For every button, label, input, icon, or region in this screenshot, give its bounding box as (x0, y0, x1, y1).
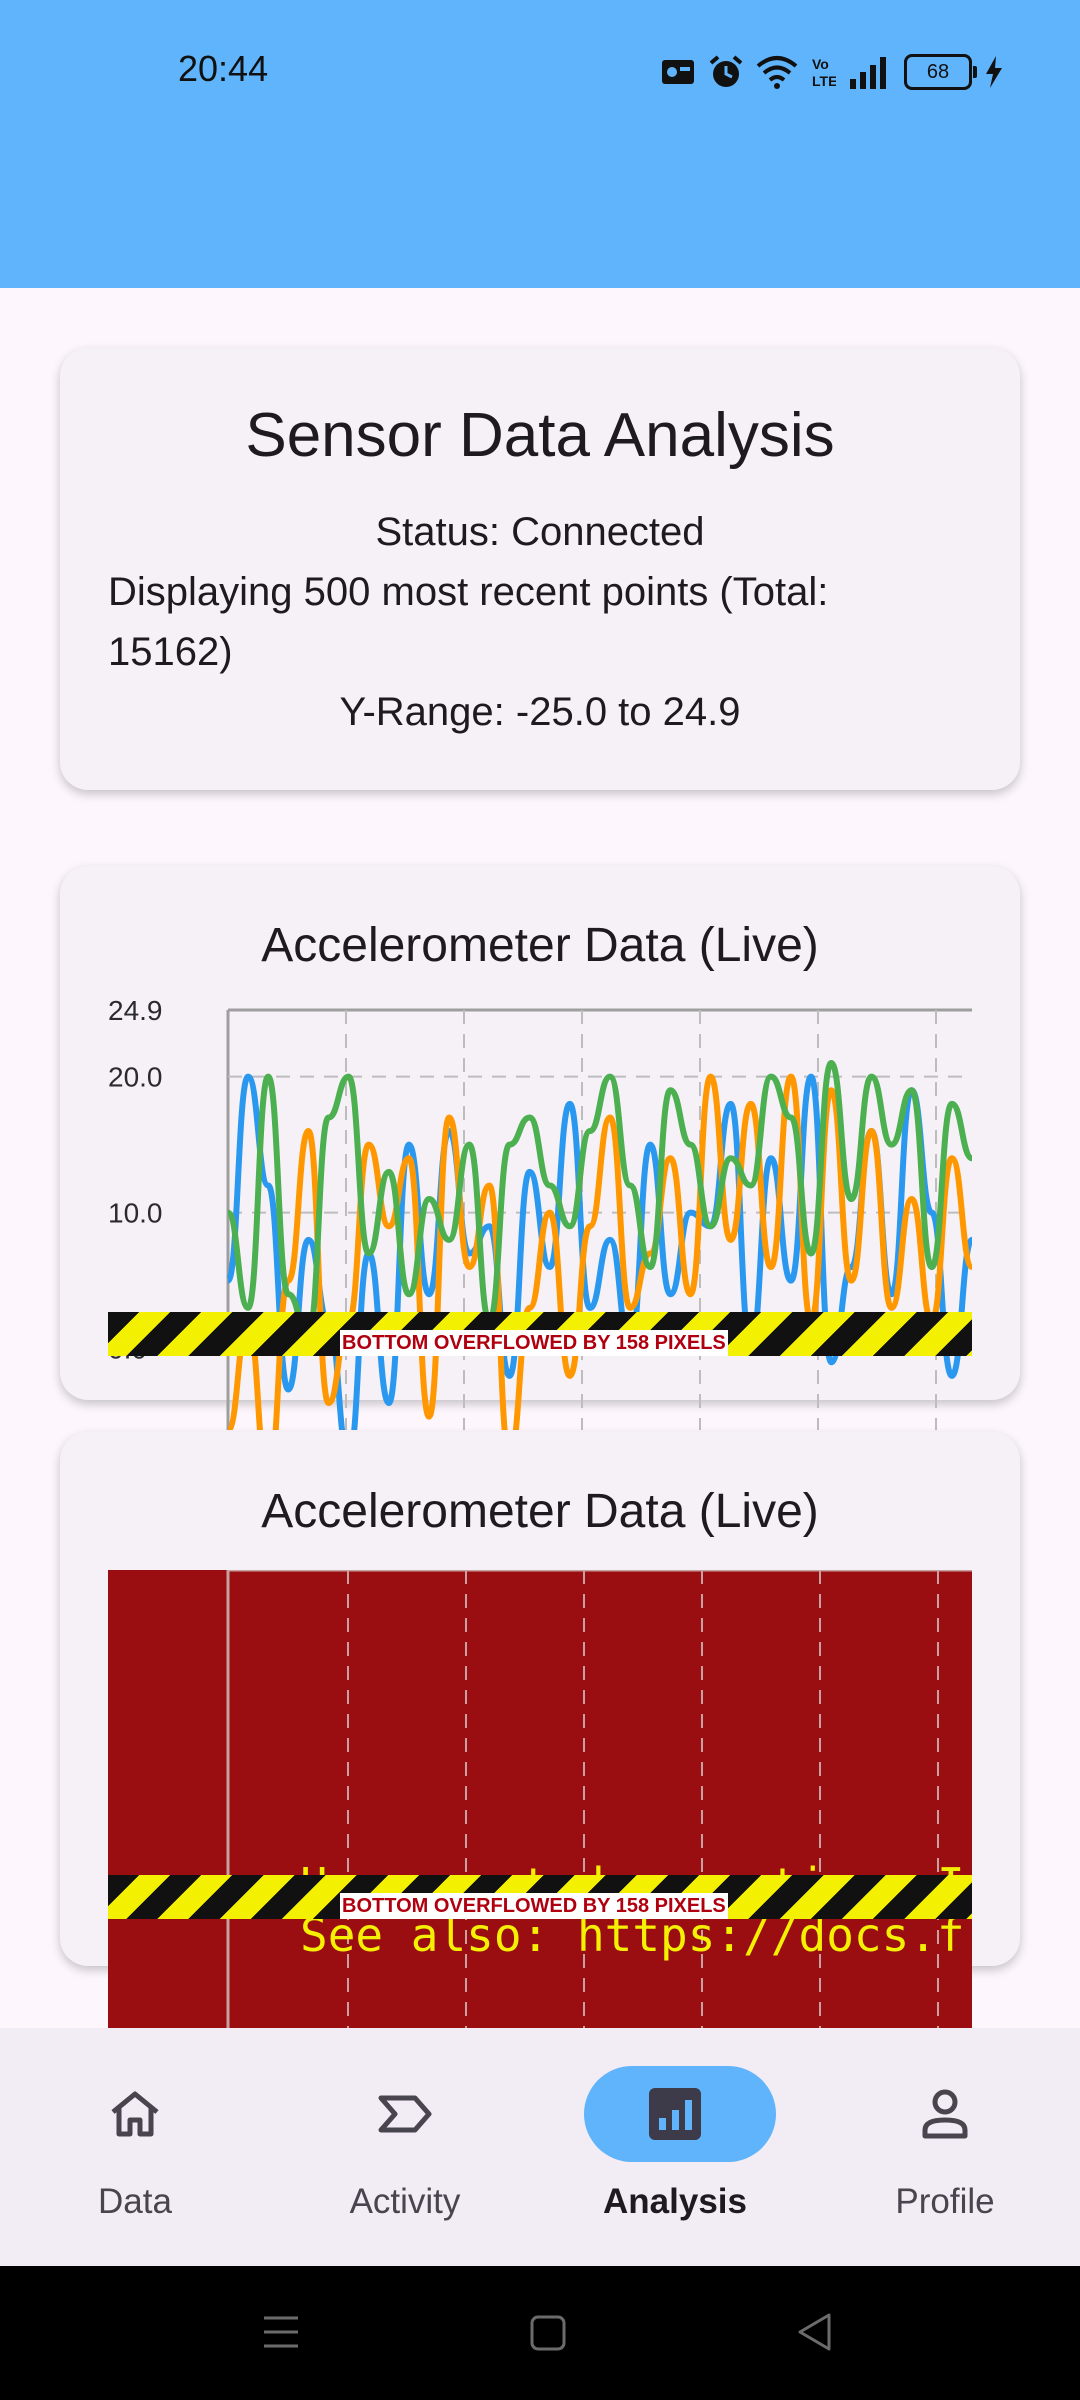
chart-title: Accelerometer Data (Live) (261, 1485, 819, 1538)
battery-icon: 68 (904, 54, 977, 90)
nav-label: Data (98, 2182, 172, 2221)
nav-label: Activity (349, 2182, 461, 2221)
svg-text:LTE: LTE (812, 73, 836, 89)
signal-icon (850, 57, 886, 89)
nav-label: Analysis (603, 2182, 747, 2221)
status-time: 20:44 (178, 48, 269, 89)
overflow-warning-label: BOTTOM OVERFLOWED BY 158 PIXELS (340, 1893, 728, 1919)
accelerometer-chart: 24.920.010.00.0 (108, 1000, 972, 1430)
y-tick-label: 20.0 (108, 1062, 163, 1093)
home-square-icon[interactable] (529, 2314, 567, 2352)
nav-profile[interactable]: Profile (810, 2028, 1080, 2266)
back-icon[interactable] (796, 2312, 832, 2352)
nav-activity[interactable]: Activity (270, 2028, 540, 2266)
label-arrow-icon (378, 2095, 432, 2133)
nav-label: Profile (895, 2182, 995, 2221)
volte-icon: Vo LTE (812, 56, 836, 89)
displaying-points-line1: Displaying 500 most recent points (Total… (108, 570, 829, 614)
menu-icon[interactable] (262, 2314, 300, 2350)
charging-icon (986, 56, 1002, 88)
overflow-warning-label: BOTTOM OVERFLOWED BY 158 PIXELS (340, 1330, 728, 1356)
nav-data[interactable]: Data (0, 2028, 270, 2266)
page-title: Sensor Data Analysis (245, 401, 835, 470)
bottom-navigation: Data Activity Analysis Profile (0, 2028, 1080, 2266)
summary-card: Sensor Data Analysis Status: Connected D… (60, 348, 1020, 790)
app-bar: 20:44 Vo LTE 68 (0, 0, 1080, 288)
error-chart-grid (226, 1570, 972, 2030)
person-icon (922, 2089, 968, 2139)
y-range: Y-Range: -25.0 to 24.9 (339, 690, 741, 734)
connection-status: Status: Connected (375, 510, 705, 554)
series-line-2 (225, 1060, 972, 1339)
status-icons: Vo LTE 68 (660, 50, 1004, 94)
y-tick-label: 24.9 (108, 1000, 163, 1026)
nav-analysis[interactable]: Analysis (540, 2028, 810, 2266)
alarm-icon (709, 55, 743, 87)
chart-title: Accelerometer Data (Live) (261, 919, 819, 972)
cast-icon (662, 60, 694, 84)
home-icon (111, 2091, 159, 2137)
y-tick-label: 10.0 (108, 1198, 163, 1229)
wifi-icon (756, 56, 798, 89)
bar-chart-icon (649, 2088, 701, 2140)
displaying-points-line2: 15162) (108, 630, 233, 674)
error-panel: Unsupported operation: Infi See also: ht… (108, 1570, 972, 2030)
svg-text:Vo: Vo (812, 56, 829, 72)
system-navigation-bar (0, 2266, 1080, 2400)
